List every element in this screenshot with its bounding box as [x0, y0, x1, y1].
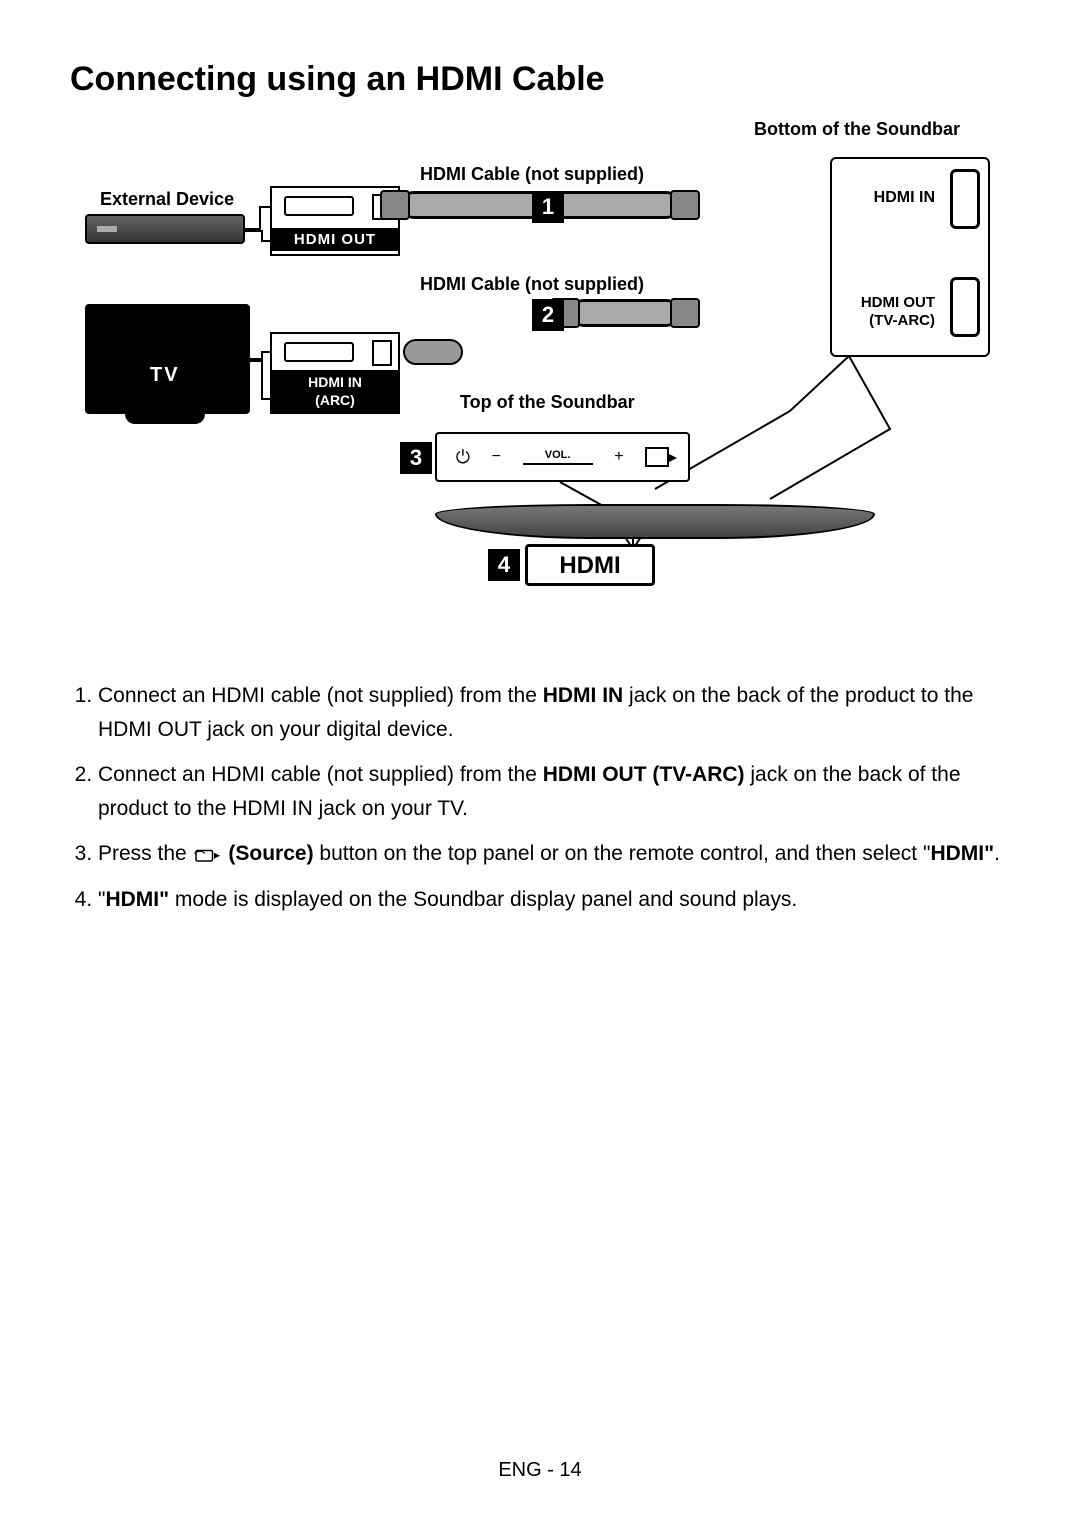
hdmi-out-port-icon: [950, 277, 980, 337]
cable-stub: [403, 339, 463, 365]
source-inline-icon: [193, 846, 223, 864]
step-2: Connect an HDMI cable (not supplied) fro…: [98, 758, 1010, 825]
callout-4: 4: [488, 549, 520, 581]
external-device-graphic: [85, 214, 245, 244]
soundbar-top-panel: ⏻ − VOL. +: [435, 432, 690, 482]
hdmi-cable-2: [570, 299, 680, 327]
hdmi-in-port-label: HDMI IN: [874, 189, 935, 207]
source-icon: [645, 447, 669, 467]
connection-diagram: Bottom of the Soundbar External Device H…: [70, 119, 1010, 629]
hdmi-out-text: HDMI OUT: [272, 228, 398, 251]
instruction-list: Connect an HDMI cable (not supplied) fro…: [70, 679, 1010, 917]
tv-stand: [125, 414, 205, 424]
power-icon: ⏻: [456, 447, 470, 468]
tv-label: TV: [150, 364, 180, 387]
callout-3: 3: [400, 442, 432, 474]
bottom-soundbar-label: Bottom of the Soundbar: [754, 119, 960, 140]
soundbar-graphic: [435, 504, 875, 539]
plus-icon: +: [614, 448, 623, 466]
page-footer: ENG - 14: [0, 1459, 1080, 1482]
hdmi-out-tvarc-port-label: HDMI OUT (TV-ARC): [861, 294, 935, 330]
page-title: Connecting using an HDMI Cable: [70, 60, 1010, 99]
external-device-label: External Device: [100, 189, 234, 210]
callout-2: 2: [532, 299, 564, 331]
tv-graphic: [85, 304, 250, 414]
step-4: "HDMI" mode is displayed on the Soundbar…: [98, 883, 1010, 917]
tv-hdmi-in-arc-port: HDMI IN (ARC): [270, 332, 400, 414]
callout-1: 1: [532, 191, 564, 223]
step-1: Connect an HDMI cable (not supplied) fro…: [98, 679, 1010, 746]
vol-label: VOL.: [545, 449, 571, 461]
hdmi-in-arc-text: HDMI IN (ARC): [272, 370, 398, 412]
top-soundbar-label: Top of the Soundbar: [460, 392, 635, 413]
step-3: Press the (Source) button on the top pan…: [98, 837, 1010, 871]
cable-1-label: HDMI Cable (not supplied): [420, 164, 644, 185]
hdmi-mode-display: HDMI: [525, 544, 655, 586]
hdmi-in-port-icon: [950, 169, 980, 229]
cable-2-label: HDMI Cable (not supplied): [420, 274, 644, 295]
minus-icon: −: [492, 448, 501, 466]
